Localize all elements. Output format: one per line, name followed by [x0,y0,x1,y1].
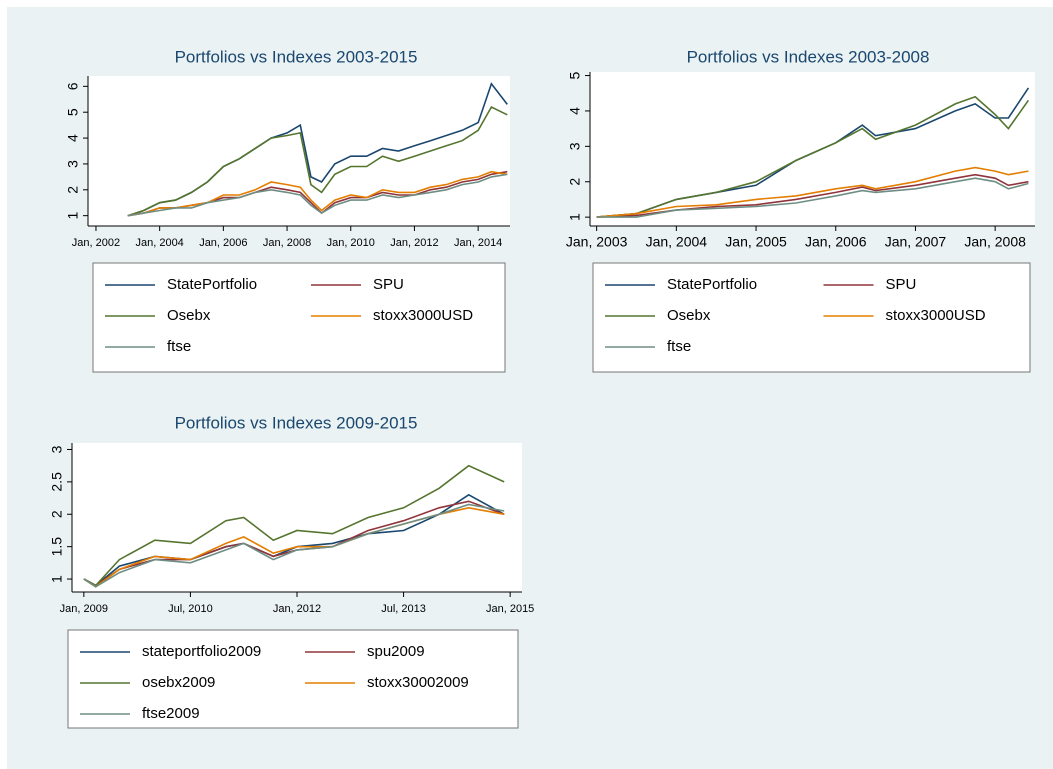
x-tick-label: Jul, 2010 [168,603,213,615]
x-tick-label: Jan, 2006 [199,237,247,249]
series-line [596,95,1030,218]
legend-box [67,629,519,729]
legend-box [92,262,506,373]
y-tick-label: 3 [567,142,583,150]
legend-label: ftse [167,338,191,355]
series-line [596,166,1029,218]
legend-label: SPU [373,276,404,293]
y-tick-label: 1 [65,212,81,220]
y-tick-label: 1.5 [49,537,65,557]
chart-title: Portfolios vs Indexes 2003-2015 [175,47,418,66]
x-tick-label: Jan, 2002 [72,237,120,249]
legend-box [592,262,1031,373]
y-tick-label: 2 [65,186,81,194]
x-tick-label: Jan, 2009 [60,603,108,615]
x-tick-label: Jan, 2004 [135,237,183,249]
chart-title: Portfolios vs Indexes 2003-2008 [687,47,930,66]
y-tick-label: 5 [567,71,583,79]
x-tick-label: Jan, 2003 [566,234,628,250]
legend-label: spu2009 [367,643,425,660]
x-tick-label: Jan, 2006 [805,234,867,250]
x-tick-label: Jan, 2014 [454,237,502,249]
legend-label: Osebx [667,307,711,324]
legend-label: StatePortfolio [667,276,757,293]
y-tick-label: 2.5 [49,472,65,492]
y-tick-label: 3 [49,445,65,453]
x-tick-label: Jan, 2012 [273,603,321,615]
series-line [83,503,505,588]
chart-title: Portfolios vs Indexes 2009-2015 [175,413,418,432]
legend-label: stoxx3000USD [886,307,986,324]
series-line [83,500,505,587]
series-line [127,170,508,217]
legend-label: ftse [667,338,691,355]
y-tick-label: 1 [567,213,583,221]
series-line [596,177,1029,218]
legend-label: stoxx30002009 [367,674,469,691]
x-tick-label: Jan, 2010 [327,237,375,249]
x-tick-label: Jan, 2012 [390,237,438,249]
x-tick-label: Jan, 2007 [885,234,947,250]
legend-label: osebx2009 [142,674,215,691]
y-tick-label: 2 [49,510,65,518]
y-tick-label: 3 [65,160,81,168]
plot-region [590,72,1035,226]
y-tick-label: 6 [65,82,81,90]
y-tick-label: 1 [49,575,65,583]
y-tick-label: 4 [567,107,583,115]
x-tick-label: Jan, 2008 [263,237,311,249]
series-line [127,105,508,217]
x-tick-label: Jul, 2013 [381,603,426,615]
legend-label: Osebx [167,307,211,324]
y-tick-label: 4 [65,134,81,142]
x-tick-label: Jan, 2005 [725,234,787,250]
legend-label: stoxx3000USD [373,307,473,324]
legend-label: stateportfolio2009 [142,643,261,660]
legend-label: ftse2009 [142,705,200,722]
x-tick-label: Jan, 2008 [964,234,1026,250]
series-line [83,464,505,587]
y-tick-label: 5 [65,108,81,116]
series-line [127,173,508,217]
x-tick-label: Jan, 2015 [486,603,534,615]
y-tick-label: 2 [567,178,583,186]
plot-region [88,76,510,226]
x-tick-label: Jan, 2004 [646,234,708,250]
legend-label: SPU [886,276,917,293]
legend-label: StatePortfolio [167,276,257,293]
plot-region [72,443,522,592]
